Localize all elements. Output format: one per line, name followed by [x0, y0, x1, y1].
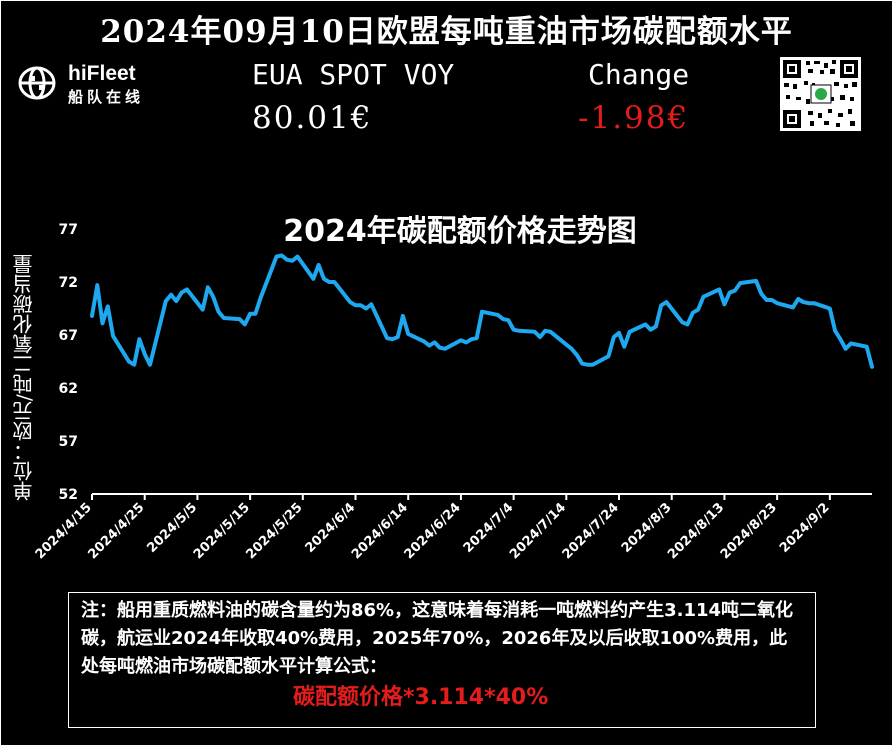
x-tick-label: 2024/6/24 — [402, 500, 464, 562]
chart-title: 2024年碳配额价格走势图 — [283, 214, 637, 249]
change-label: Change — [588, 58, 690, 91]
note-formula: 碳配额价格*3.114*40% — [293, 685, 549, 710]
ticker-label: EUA SPOT VOY — [252, 58, 455, 91]
hifleet-logo[interactable]: hiFleet 船队在线 — [18, 62, 168, 106]
x-tick-label: 2024/5/25 — [244, 500, 306, 562]
y-tick-label: 72 — [59, 275, 78, 291]
x-tick-label: 2024/6/4 — [303, 500, 359, 556]
x-tick-label: 2024/8/23 — [718, 500, 780, 562]
logo-name: hiFleet — [68, 62, 136, 85]
y-tick-label: 52 — [59, 487, 78, 503]
change-value: -1.98€ — [578, 100, 690, 136]
price-series-line — [90, 253, 874, 369]
y-tick-label: 57 — [59, 434, 78, 450]
note-box: 注：船用重质燃料油的碳含量约为86%，这意味着每消耗一吨燃料约产生3.114吨二… — [68, 592, 816, 728]
y-tick-label: 67 — [59, 328, 78, 344]
qr-code-icon[interactable] — [780, 57, 861, 131]
x-tick-label: 2024/7/4 — [461, 500, 517, 556]
x-tick-label: 2024/7/24 — [560, 500, 622, 562]
x-tick-label: 2024/4/25 — [85, 500, 147, 562]
logo-subtitle: 船队在线 — [68, 88, 145, 106]
note-text: 注：船用重质燃料油的碳含量约为86%，这意味着每消耗一吨燃料约产生3.114吨二… — [81, 600, 794, 677]
ticker-price: 80.01€ — [252, 100, 373, 136]
hifleet-globe-icon — [18, 66, 56, 100]
x-tick-label: 2024/9/2 — [777, 500, 833, 556]
x-tick-label: 2024/5/5 — [145, 500, 201, 556]
x-tick-label: 2024/8/3 — [619, 500, 675, 556]
y-tick-label: 77 — [59, 222, 78, 238]
price-chart: 7772676257522024/4/152024/4/252024/5/520… — [33, 222, 874, 562]
y-tick-label: 62 — [59, 381, 78, 397]
page-title: 2024年09月10日欧盟每吨重油市场碳配额水平 — [100, 14, 793, 50]
